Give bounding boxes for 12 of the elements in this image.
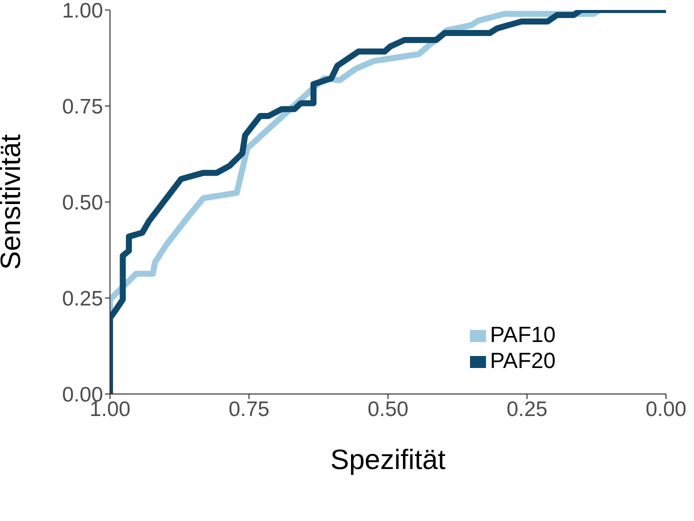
legend-label: PAF20	[490, 348, 556, 373]
y-tick-label: 0.25	[62, 287, 103, 310]
x-tick-label: 0.50	[368, 398, 408, 421]
y-tick-label: 1.00	[62, 0, 103, 22]
y-tick-label: 0.50	[62, 191, 103, 214]
x-tick-label: 0.75	[228, 398, 270, 421]
y-axis-title: Sensitivität	[0, 134, 26, 270]
y-tick-label: 0.75	[62, 95, 103, 118]
x-tick-label: 0.00	[646, 398, 686, 421]
x-tick-label: 0.25	[506, 398, 548, 421]
legend-label: PAF10	[490, 322, 556, 347]
x-axis-title: Spezifität	[330, 444, 446, 475]
